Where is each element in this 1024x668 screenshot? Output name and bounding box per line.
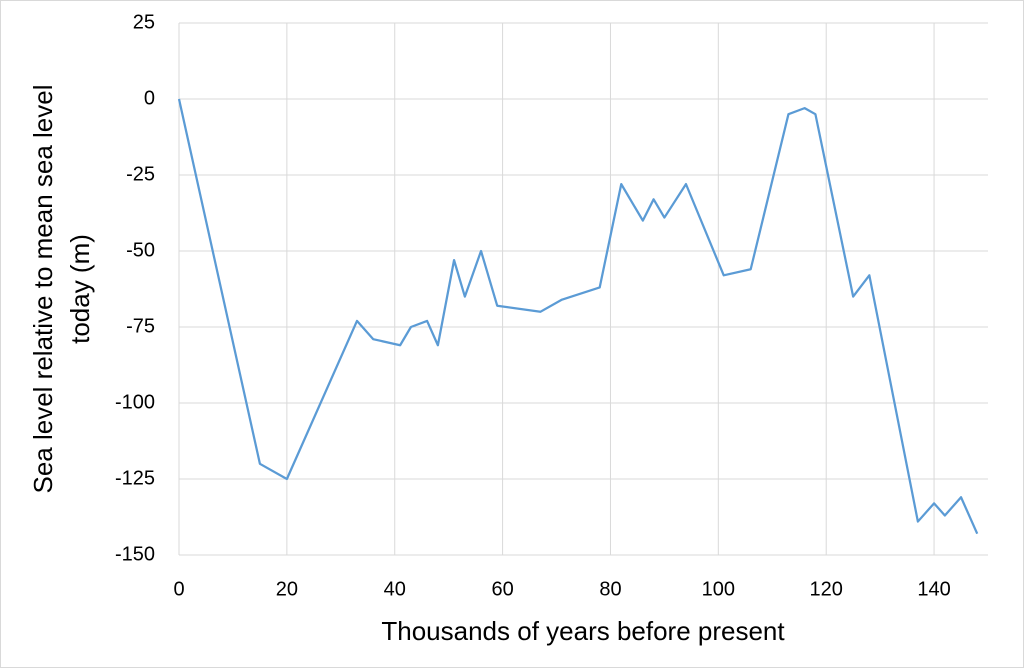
x-tick-label: 40: [384, 578, 406, 600]
x-tick-label: 0: [173, 578, 184, 600]
y-axis-title: Sea level relative to mean sea level: [28, 84, 58, 493]
y-tick-label: -100: [115, 391, 155, 413]
x-tick-label: 100: [702, 578, 735, 600]
x-axis-title: Thousands of years before present: [381, 616, 785, 646]
y-tick-label: 25: [133, 11, 155, 33]
y-tick-label: -125: [115, 467, 155, 489]
x-tick-label: 140: [917, 578, 950, 600]
x-tick-label: 60: [491, 578, 513, 600]
y-axis-title: today (m): [65, 234, 95, 344]
y-tick-label: -50: [126, 239, 155, 261]
x-tick-label: 80: [599, 578, 621, 600]
y-tick-label: -75: [126, 315, 155, 337]
y-tick-label: -25: [126, 163, 155, 185]
x-tick-label: 120: [810, 578, 843, 600]
y-tick-label: -150: [115, 543, 155, 565]
data-line: [177, 98, 979, 535]
y-tick-label: 0: [144, 87, 155, 109]
x-tick-label: 20: [276, 578, 298, 600]
